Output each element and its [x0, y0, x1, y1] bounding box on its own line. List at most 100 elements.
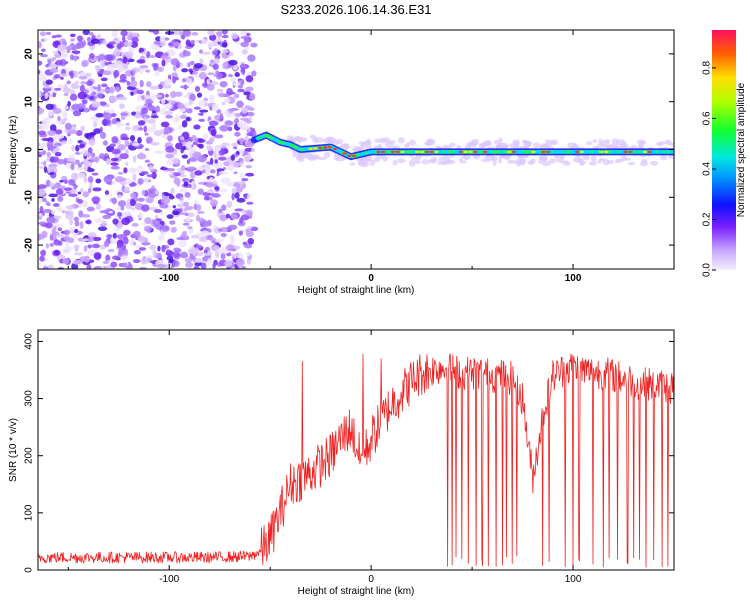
noise-speckle	[120, 30, 128, 37]
noise-speckle	[54, 182, 59, 189]
noise-speckle	[110, 162, 119, 166]
track-halo	[598, 138, 603, 145]
noise-speckle	[68, 138, 73, 145]
noise-speckle	[171, 30, 181, 36]
track-halo	[373, 138, 382, 143]
noise-speckle	[237, 88, 245, 93]
noise-speckle	[132, 155, 137, 163]
noise-speckle	[125, 122, 130, 126]
noise-speckle	[146, 126, 157, 133]
noise-speckle	[157, 245, 161, 252]
noise-speckle	[60, 50, 68, 58]
y-tick-label: 20	[24, 48, 35, 60]
noise-speckle	[49, 63, 56, 68]
noise-speckle	[61, 118, 66, 124]
track-hotspot	[395, 150, 400, 154]
noise-speckle	[125, 210, 131, 217]
noise-speckle	[43, 166, 48, 174]
noise-speckle	[198, 236, 208, 243]
noise-speckle	[70, 163, 75, 171]
noise-speckle	[38, 142, 41, 147]
noise-speckle	[184, 217, 192, 222]
noise-speckle	[58, 240, 63, 246]
noise-speckle	[181, 120, 188, 128]
noise-speckle	[49, 67, 59, 73]
noise-speckle	[55, 53, 61, 59]
noise-speckle	[228, 51, 234, 57]
noise-speckle	[226, 165, 235, 171]
noise-speckle	[55, 34, 62, 38]
noise-speckle	[38, 73, 47, 82]
noise-speckle	[239, 172, 246, 179]
noise-speckle	[47, 264, 54, 269]
track-halo	[366, 155, 373, 162]
noise-speckle	[99, 244, 107, 250]
noise-speckle	[177, 240, 187, 248]
noise-speckle	[86, 80, 93, 87]
noise-speckle	[211, 103, 219, 112]
noise-speckle	[239, 61, 246, 65]
noise-speckle	[172, 210, 180, 216]
noise-speckle	[240, 36, 249, 39]
noise-speckle	[80, 125, 85, 132]
noise-speckle	[79, 84, 85, 93]
track-halo	[358, 141, 366, 146]
noise-speckle	[141, 204, 150, 212]
spectrogram-carrier-track	[250, 131, 674, 168]
noise-speckle	[150, 43, 158, 50]
noise-speckle	[126, 81, 131, 86]
noise-speckle	[212, 63, 219, 70]
noise-speckle	[120, 112, 129, 116]
noise-speckle	[230, 154, 235, 161]
noise-speckle	[251, 70, 257, 77]
noise-speckle	[131, 222, 139, 227]
noise-speckle	[166, 249, 171, 253]
noise-speckle	[73, 55, 78, 62]
noise-speckle	[229, 107, 239, 111]
noise-speckle	[155, 105, 161, 113]
noise-speckle	[72, 231, 78, 239]
noise-speckle	[114, 176, 125, 183]
noise-speckle	[165, 146, 175, 153]
track-hotspot	[511, 150, 517, 154]
noise-speckle	[39, 31, 47, 37]
noise-speckle	[155, 263, 166, 268]
noise-speckle	[117, 171, 124, 175]
noise-speckle	[230, 253, 239, 257]
noise-speckle	[193, 265, 200, 269]
noise-speckle	[93, 200, 99, 205]
noise-speckle	[236, 252, 244, 260]
noise-speckle	[214, 186, 220, 191]
noise-speckle	[123, 56, 128, 64]
noise-speckle	[198, 138, 203, 143]
noise-speckle	[88, 32, 94, 36]
noise-speckle	[39, 54, 49, 58]
noise-speckle	[172, 260, 180, 268]
track-hotspot	[574, 150, 580, 154]
noise-speckle	[213, 57, 220, 64]
noise-speckle	[102, 140, 108, 146]
noise-speckle	[69, 38, 76, 42]
noise-speckle	[100, 60, 105, 68]
track-halo	[497, 156, 503, 164]
noise-speckle	[72, 259, 82, 265]
noise-speckle	[239, 149, 244, 156]
noise-speckle	[73, 51, 80, 55]
track-hotspot	[434, 150, 439, 154]
noise-speckle	[194, 261, 203, 267]
noise-speckle	[230, 78, 235, 83]
noise-speckle	[51, 231, 60, 236]
noise-speckle	[110, 237, 118, 245]
spectrogram-y-axis: -20 -10 0 10 20	[24, 48, 674, 252]
noise-speckle	[56, 233, 65, 238]
noise-speckle	[163, 193, 173, 197]
noise-speckle	[111, 136, 119, 144]
track-hotspot	[424, 150, 430, 154]
noise-speckle	[191, 134, 197, 142]
noise-speckle	[57, 227, 63, 232]
colorbar-tick-label: 0.0	[702, 263, 713, 277]
noise-speckle	[235, 186, 243, 193]
track-hotspot	[414, 150, 420, 154]
noise-speckle	[69, 33, 76, 38]
noise-speckle	[192, 141, 198, 146]
